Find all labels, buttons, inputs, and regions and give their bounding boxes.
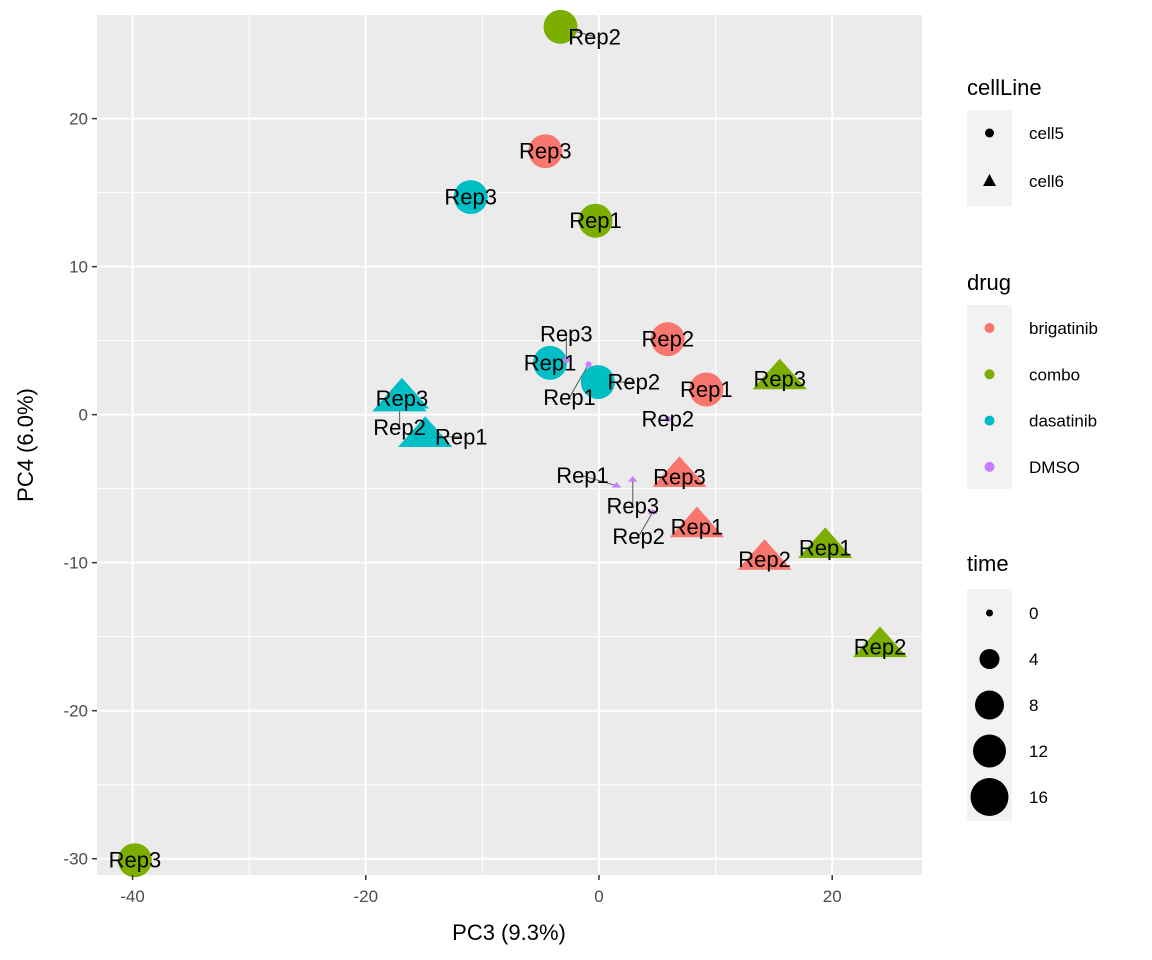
label-leader-line [638, 512, 654, 537]
point-label: Rep1 [569, 208, 622, 233]
legend-label-time-12: 12 [1029, 742, 1048, 761]
point-label: Rep2 [608, 370, 661, 395]
size-key-icon [970, 778, 1009, 816]
data-point-combo-cell5 [117, 843, 152, 878]
y-tick-label: 10 [69, 258, 88, 277]
legend-label-time-16: 16 [1029, 788, 1048, 807]
point-label: Rep3 [607, 493, 660, 518]
data-point-combo-cell5 [578, 203, 613, 238]
data-point-combo-cell6 [798, 527, 853, 558]
y-ticks: -30 -20 -10 0 10 20 [63, 110, 97, 869]
legend-label-brigatinib: brigatinib [1029, 319, 1098, 338]
point-labels: Rep2Rep3Rep3Rep1Rep2Rep1Rep1Rep2Rep3Rep3… [109, 24, 907, 872]
data-point-brigatinib-cell5 [689, 372, 724, 407]
size-key-icon [986, 609, 993, 617]
size-key-icon [979, 649, 1000, 669]
legend-label-cell5: cell5 [1029, 124, 1064, 143]
legend-label-time-0: 0 [1029, 604, 1038, 623]
point-label: Rep1 [671, 515, 724, 540]
triangle-icon [983, 174, 996, 186]
point-label: Rep3 [753, 367, 806, 392]
x-axis-title: PC3 (9.3%) [452, 920, 566, 945]
data-point-dmso-cell6 [647, 508, 658, 515]
data-point-dmso-cell6 [611, 482, 622, 488]
color-swatch-icon [984, 415, 995, 426]
point-label: Rep2 [738, 547, 791, 572]
legend-title-drug: drug [967, 270, 1011, 295]
data-point-dmso-cell6 [628, 476, 638, 482]
size-key-icon [975, 690, 1004, 720]
point-label: Rep2 [854, 635, 907, 660]
legend-keys-drug [967, 305, 1012, 489]
point-label: Rep2 [373, 415, 426, 440]
data-point-combo-cell5 [543, 9, 578, 44]
point-label: Rep1 [543, 385, 596, 410]
point-label: Rep2 [612, 524, 665, 549]
y-tick-label: -20 [63, 702, 88, 721]
size-key-icon [973, 734, 1006, 768]
data-point-dasatinib-cell5 [533, 345, 568, 380]
point-label: Rep3 [519, 139, 572, 164]
point-label: Rep1 [799, 535, 852, 560]
point-label: Rep2 [641, 407, 694, 432]
legend-label-time-8: 8 [1029, 696, 1038, 715]
y-tick-label: -30 [63, 850, 88, 869]
point-label: Rep3 [376, 386, 429, 411]
plot-panel [97, 15, 922, 875]
color-swatch-icon [984, 323, 995, 333]
data-point-dasatinib-cell5 [453, 180, 488, 215]
point-label: Rep3 [540, 321, 593, 346]
x-tick-label: 20 [823, 887, 842, 906]
data-point-brigatinib-cell6 [652, 456, 707, 487]
legend-keys-cellline [967, 110, 1012, 206]
data-point-dmso-cell5 [664, 416, 671, 423]
y-tick-label: 20 [69, 110, 88, 129]
label-leader-line [569, 364, 589, 398]
legend-title-cellline: cellLine [967, 75, 1042, 100]
x-tick-label: -40 [120, 887, 145, 906]
data-point-brigatinib-cell5 [650, 322, 685, 357]
legend-title-time: time [967, 551, 1009, 576]
x-ticks: -40 -20 0 20 [120, 875, 842, 906]
color-swatch-icon [984, 461, 995, 472]
circle-icon [985, 128, 994, 138]
y-axis-title: PC4 (6.0%) [13, 388, 38, 502]
point-label: Rep3 [444, 185, 497, 210]
data-point-combo-cell6 [752, 358, 807, 390]
point-label: Rep2 [568, 24, 621, 49]
data-point-brigatinib-cell6 [669, 506, 725, 538]
y-tick-label: -10 [63, 554, 88, 573]
data-point-dasatinib-cell6 [398, 416, 453, 447]
points [117, 9, 908, 878]
legend-label-combo: combo [1029, 365, 1080, 384]
legend-label-cell6: cell6 [1029, 172, 1064, 191]
point-label: Rep3 [109, 848, 162, 873]
x-tick-label: -20 [353, 887, 378, 906]
label-leader-line [582, 475, 617, 487]
data-point-dmso-cell5 [585, 361, 592, 368]
point-label: Rep3 [653, 464, 706, 489]
point-label: Rep2 [641, 327, 694, 352]
data-point-dasatinib-cell6 [372, 380, 427, 412]
point-label: Rep1 [680, 377, 733, 402]
grid [97, 15, 922, 875]
data-point-brigatinib-cell5 [528, 134, 563, 169]
legend-label-dmso: DMSO [1029, 458, 1080, 477]
y-tick-label: 0 [79, 406, 88, 425]
point-label: Rep1 [524, 350, 577, 375]
data-point-combo-cell6 [852, 626, 908, 658]
legend: cellLine cell5 cell6 drug brigatinib combo das… [967, 75, 1098, 821]
data-point-brigatinib-cell6 [737, 539, 792, 570]
point-label: Rep1 [435, 424, 488, 449]
x-tick-label: 0 [594, 887, 603, 906]
color-swatch-icon [984, 369, 995, 380]
data-point-dasatinib-cell5 [580, 365, 615, 400]
legend-label-dasatinib: dasatinib [1029, 412, 1097, 431]
data-point-dmso-cell5 [563, 356, 570, 363]
legend-label-time-4: 4 [1029, 650, 1038, 669]
point-label: Rep1 [556, 463, 609, 488]
